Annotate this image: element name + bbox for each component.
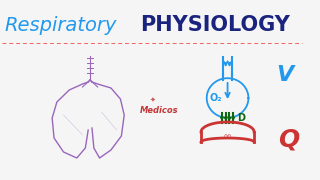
Text: Q: Q [278,128,299,152]
Text: ✦: ✦ [150,97,156,103]
Text: PHYSIOLOGY: PHYSIOLOGY [140,15,290,35]
Text: O₂: O₂ [210,93,222,103]
Text: D: D [237,113,245,123]
Text: ∞: ∞ [223,132,232,142]
Text: V: V [276,65,293,85]
Text: Medicos: Medicos [140,105,179,114]
Text: Respiratory: Respiratory [5,16,117,35]
